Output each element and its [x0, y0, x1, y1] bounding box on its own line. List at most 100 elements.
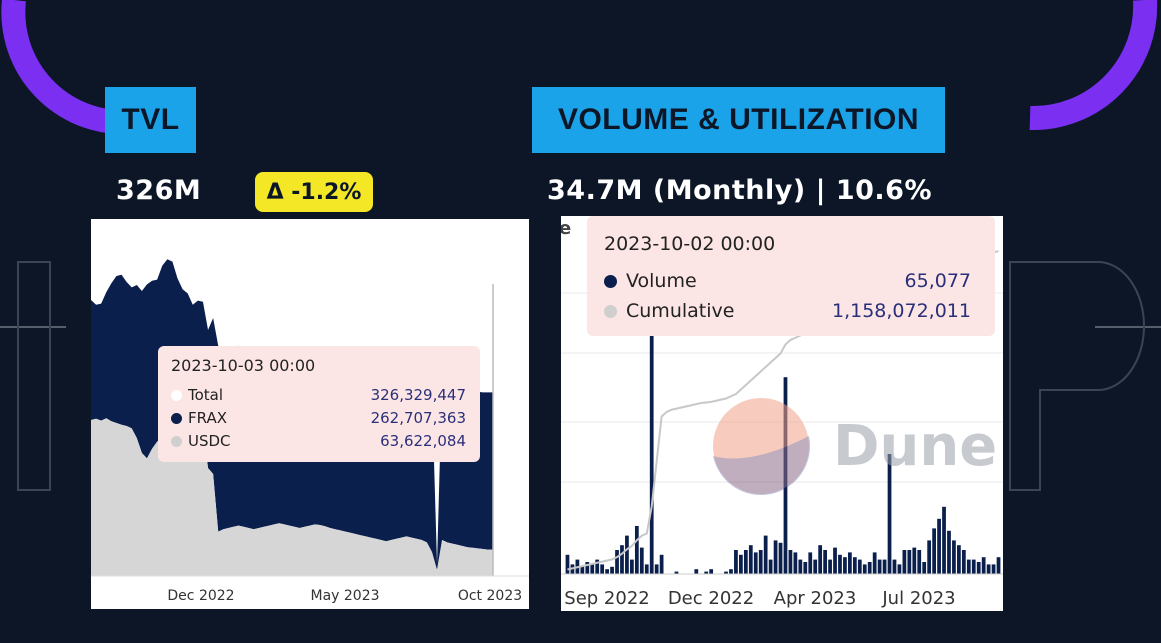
volume-bar: [758, 550, 763, 574]
volume-header: VOLUME & UTILIZATION: [532, 87, 945, 153]
volume-bar: [991, 564, 996, 574]
tvl-tooltip-value: 326,329,447: [370, 386, 466, 404]
tvl-tooltip: 2023-10-03 00:00 Total 326,329,447 FRAX …: [158, 346, 480, 462]
volume-tooltip-label: Volume: [626, 270, 697, 292]
tvl-tooltip-label: FRAX: [188, 409, 227, 427]
tvl-tooltip-value: 262,707,363: [370, 409, 466, 427]
tvl-tooltip-date: 2023-10-03 00:00: [171, 356, 316, 375]
volume-bar: [843, 557, 847, 574]
volume-bar: [952, 540, 956, 574]
volume-bar: [565, 554, 570, 574]
volume-bar: [897, 564, 902, 574]
volume-bar: [748, 545, 753, 574]
usdc-legend-dot: [171, 435, 182, 447]
volume-bar: [996, 557, 1001, 574]
volume-bar: [600, 564, 605, 574]
tvl-delta-badge: Δ -1.2%: [255, 172, 373, 212]
volume-bar: [828, 559, 832, 574]
volume-bar: [605, 569, 609, 574]
volume-bar: [917, 550, 922, 574]
volume-bar: [922, 562, 927, 574]
volume-bar: [620, 545, 624, 574]
volume-bar: [867, 562, 872, 574]
volume-bar: [852, 557, 857, 574]
cumulative-legend-dot: [604, 304, 617, 318]
volume-bar: [763, 535, 768, 574]
volume-bar: [818, 545, 823, 574]
volume-bar: [709, 569, 714, 574]
volume-chart-panel: Sep 2022 Dec 2022 Apr 2023 Jul 2023 Dune e …: [561, 216, 1003, 611]
tvl-tooltip-row-total: Total: [171, 386, 223, 404]
volume-bar: [947, 530, 951, 574]
volume-bar: [892, 559, 897, 574]
volume-bar: [729, 569, 733, 574]
volume-tooltip-row-cumulative: Cumulative: [604, 300, 734, 322]
volume-bar: [937, 518, 941, 574]
volume-bar: [659, 554, 664, 574]
volume-bar: [694, 569, 699, 574]
volume-bar: [882, 559, 887, 574]
volume-bar: [877, 559, 882, 574]
total-legend-dot: [171, 389, 182, 401]
volume-stat: 34.7M (Monthly) | 10.6%: [547, 175, 933, 206]
tvl-tooltip-value: 63,622,084: [380, 432, 466, 450]
volume-tooltip-date: 2023-10-02 00:00: [604, 233, 776, 255]
volume-tooltip-label: Cumulative: [626, 300, 735, 322]
dune-watermark-text: Dune: [833, 414, 998, 479]
volume-bar: [957, 545, 961, 574]
volume-bar: [976, 562, 981, 574]
volume-bar: [857, 559, 862, 574]
frax-legend-dot: [171, 412, 182, 424]
volume-tooltip-value: 65,077: [904, 270, 971, 292]
volume-bar: [590, 564, 595, 574]
volume-bar: [788, 550, 793, 574]
volume-bar: [739, 554, 743, 574]
volume-bar: [634, 526, 639, 574]
volume-bar: [639, 547, 644, 574]
volume-bar: [649, 334, 654, 574]
x-tick-label: Dec 2022: [668, 588, 754, 609]
volume-bar: [793, 552, 798, 574]
x-tick-label: Apr 2023: [774, 588, 857, 609]
tvl-value: 326M: [116, 175, 202, 206]
volume-bar: [768, 559, 773, 574]
x-tick-label: Oct 2023: [458, 588, 522, 604]
tvl-header-label: TVL: [121, 103, 180, 136]
tvl-tooltip-row-usdc: USDC: [171, 432, 231, 450]
volume-bar: [753, 552, 758, 574]
volume-bar: [580, 566, 585, 574]
volume-bar: [902, 550, 907, 574]
volume-bar: [585, 562, 590, 574]
tvl-tooltip-row-frax: FRAX: [171, 409, 227, 427]
volume-bar: [704, 571, 709, 574]
tvl-chart-panel: Dec 2022 May 2023 Oct 2023 2023-10-03 00:0…: [91, 219, 529, 609]
x-tick-label: May 2023: [310, 588, 379, 604]
volume-bar: [813, 559, 818, 574]
volume-header-label: VOLUME & UTILIZATION: [557, 103, 920, 136]
x-tick-label: Sep 2022: [564, 588, 649, 609]
volume-bar: [862, 564, 867, 574]
volume-bar: [595, 559, 600, 574]
dune-watermark: Dune: [711, 396, 1003, 496]
volume-bar: [823, 550, 827, 574]
partial-label: e: [561, 218, 572, 239]
volume-bar: [986, 564, 991, 574]
volume-bar: [654, 564, 659, 574]
volume-tooltip: 2023-10-02 00:00 Volume 65,077 Cumulativ…: [587, 216, 995, 336]
volume-bar: [778, 542, 783, 574]
x-tick-label: Jul 2023: [881, 588, 955, 609]
volume-bar: [808, 552, 813, 574]
volume-bar: [966, 559, 971, 574]
volume-bar: [971, 559, 976, 574]
volume-legend-dot: [604, 274, 617, 288]
volume-bar: [625, 535, 629, 574]
tvl-tooltip-label: Total: [188, 386, 224, 404]
volume-bar: [942, 506, 946, 574]
volume-bar: [798, 559, 803, 574]
volume-bar: [907, 550, 912, 574]
volume-tooltip-row-volume: Volume: [604, 270, 697, 292]
volume-bar: [872, 552, 877, 574]
volume-bar: [734, 550, 738, 574]
volume-tooltip-value: 1,158,072,011: [831, 300, 971, 322]
volume-bar: [912, 547, 917, 574]
